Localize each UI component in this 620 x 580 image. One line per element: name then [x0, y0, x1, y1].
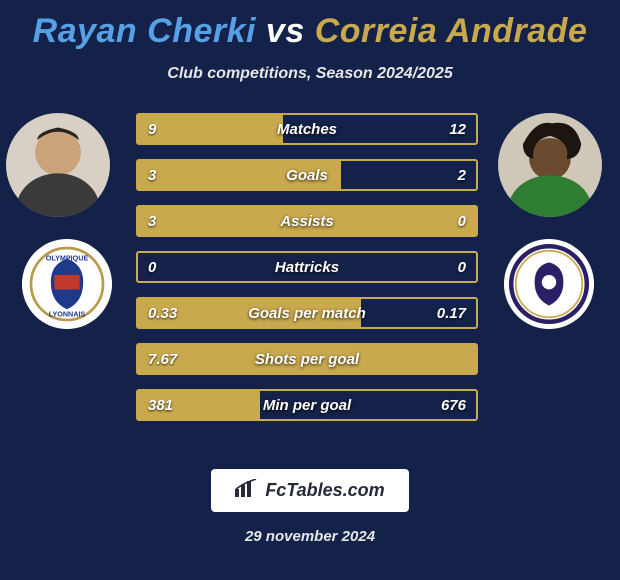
footer-date: 29 november 2024	[245, 528, 375, 545]
stat-label: Goals per match	[138, 305, 476, 322]
stat-label: Min per goal	[138, 397, 476, 414]
stat-row: 0Hattricks0	[136, 251, 478, 283]
stat-value-right: 0	[458, 259, 466, 276]
stat-row: 3Assists0	[136, 205, 478, 237]
stat-row: 0.33Goals per match0.17	[136, 297, 478, 329]
title-player2: Correia Andrade	[315, 12, 588, 50]
stat-label: Matches	[138, 121, 476, 138]
title-player1: Rayan Cherki	[33, 12, 256, 50]
svg-text:OLYMPIQUE: OLYMPIQUE	[46, 254, 89, 263]
brand-text: FcTables.com	[265, 480, 384, 501]
comparison-body: OLYMPIQUE LYONNAIS 9Matches12 3Goals2 3Assi…	[0, 113, 620, 453]
stat-label: Assists	[138, 213, 476, 230]
club1-badge: OLYMPIQUE LYONNAIS	[22, 239, 112, 329]
stat-label: Goals	[138, 167, 476, 184]
stat-row: 381Min per goal676	[136, 389, 478, 421]
stat-label: Hattricks	[138, 259, 476, 276]
stat-value-right: 2	[458, 167, 466, 184]
club2-badge	[504, 239, 594, 329]
stat-value-right: 0.17	[437, 305, 466, 322]
stat-row: 3Goals2	[136, 159, 478, 191]
player1-avatar	[6, 113, 110, 217]
subtitle: Club competitions, Season 2024/2025	[0, 65, 620, 83]
stat-value-right: 676	[441, 397, 466, 414]
svg-text:LYONNAIS: LYONNAIS	[49, 309, 86, 318]
chart-icon	[235, 479, 257, 502]
stat-value-right: 12	[449, 121, 466, 138]
stat-rows: 9Matches123Goals23Assists00Hattricks00.3…	[136, 113, 478, 435]
player2-avatar	[498, 113, 602, 217]
title-vs: vs	[266, 12, 305, 50]
stat-row: 7.67Shots per goal	[136, 343, 478, 375]
stat-row: 9Matches12	[136, 113, 478, 145]
stat-value-right: 0	[458, 213, 466, 230]
brand-badge: FcTables.com	[211, 469, 408, 512]
comparison-title: Rayan Cherki vs Correia Andrade	[0, 0, 620, 51]
footer: FcTables.com 29 november 2024	[0, 469, 620, 545]
stat-label: Shots per goal	[138, 351, 476, 368]
